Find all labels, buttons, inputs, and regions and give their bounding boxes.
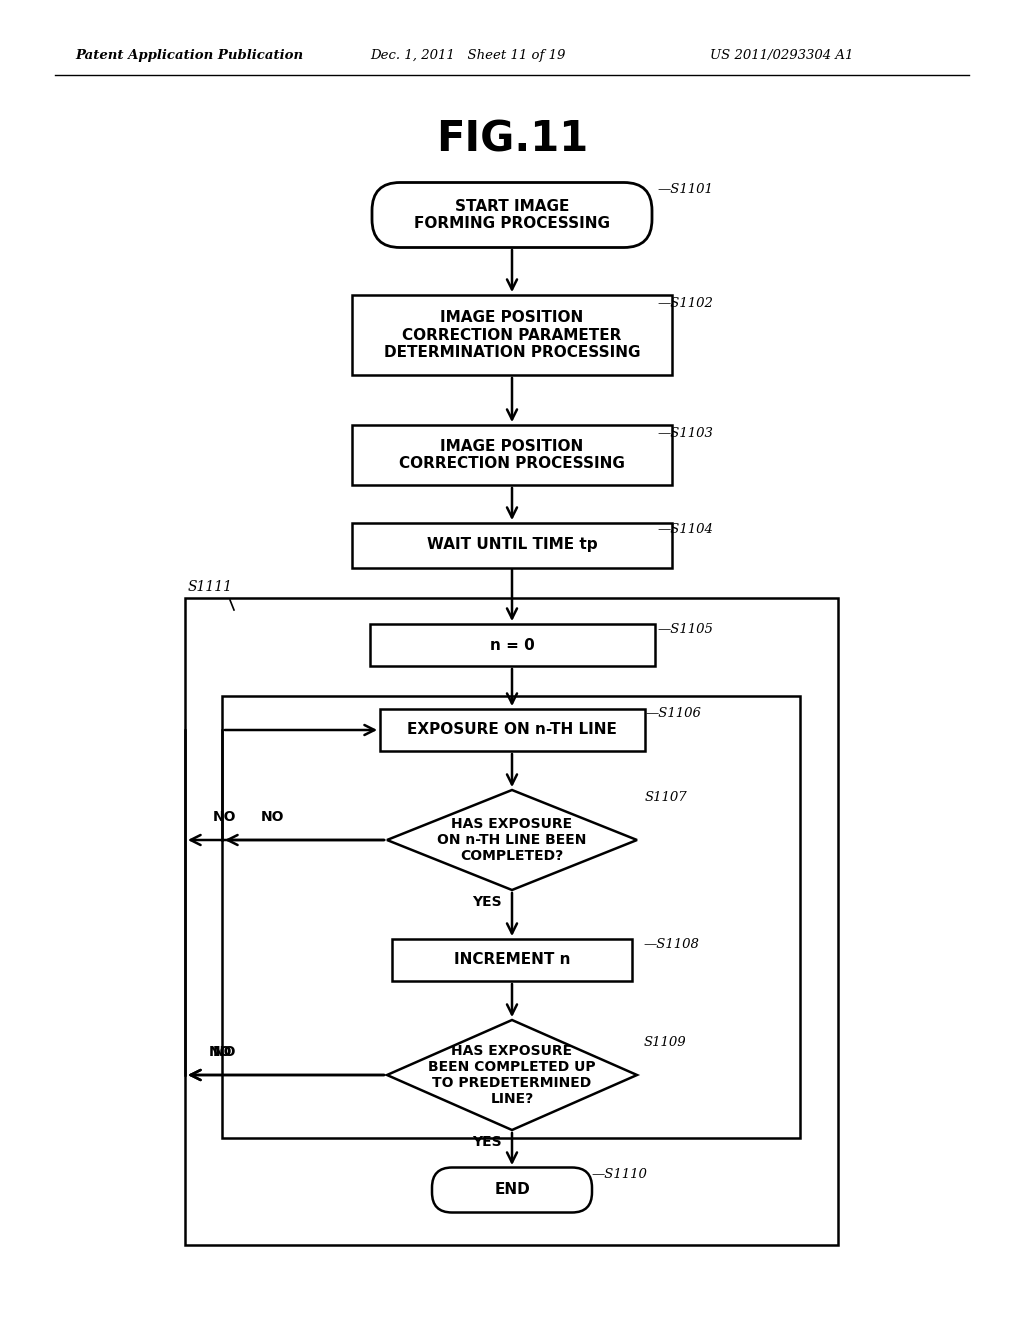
Bar [352,294,672,375]
Bar [222,696,800,1138]
Text: NO: NO [260,810,284,824]
Text: HAS EXPOSURE
BEEN COMPLETED UP
TO PREDETERMINED
LINE?: HAS EXPOSURE BEEN COMPLETED UP TO PREDET… [428,1044,596,1106]
Text: Dec. 1, 2011   Sheet 11 of 19: Dec. 1, 2011 Sheet 11 of 19 [370,49,565,62]
Text: US 2011/0293304 A1: US 2011/0293304 A1 [710,49,853,62]
Bar [352,425,672,484]
Text: S1111: S1111 [188,579,233,594]
Bar [185,598,838,1245]
Text: Patent Application Publication: Patent Application Publication [75,49,303,62]
Text: S1109: S1109 [644,1036,687,1049]
FancyBboxPatch shape [372,182,652,248]
Text: —S1103: —S1103 [657,426,713,440]
Text: EXPOSURE ON n-TH LINE: EXPOSURE ON n-TH LINE [408,722,616,738]
Text: INCREMENT n: INCREMENT n [454,953,570,968]
Text: NO: NO [208,1045,231,1059]
Polygon shape [387,789,637,890]
Text: YES: YES [472,1135,502,1148]
Text: n = 0: n = 0 [489,638,535,652]
Text: —S1106: —S1106 [645,708,700,719]
Text: IMAGE POSITION
CORRECTION PROCESSING: IMAGE POSITION CORRECTION PROCESSING [399,438,625,471]
Polygon shape [387,1020,637,1130]
FancyBboxPatch shape [432,1167,592,1213]
Text: —S1104: —S1104 [657,523,713,536]
Text: IMAGE POSITION
CORRECTION PARAMETER
DETERMINATION PROCESSING: IMAGE POSITION CORRECTION PARAMETER DETE… [384,310,640,360]
Text: WAIT UNTIL TIME tp: WAIT UNTIL TIME tp [427,537,597,553]
Text: —S1101: —S1101 [657,183,713,195]
Text: YES: YES [472,895,502,909]
Text: END: END [495,1183,529,1197]
Text: START IMAGE
FORMING PROCESSING: START IMAGE FORMING PROCESSING [414,199,610,231]
Bar [380,709,644,751]
Text: S1107: S1107 [645,791,688,804]
Bar [352,523,672,568]
Bar [392,939,632,981]
Text: FIG.11: FIG.11 [436,119,588,161]
Text: —S1110: —S1110 [592,1168,648,1181]
Bar [370,624,654,667]
Text: HAS EXPOSURE
ON n-TH LINE BEEN
COMPLETED?: HAS EXPOSURE ON n-TH LINE BEEN COMPLETED… [437,817,587,863]
Text: —S1105: —S1105 [657,623,713,636]
Text: —S1108: —S1108 [644,939,699,950]
Text: NO: NO [213,1045,237,1059]
Text: NO: NO [213,810,237,824]
Text: —S1102: —S1102 [657,297,713,310]
